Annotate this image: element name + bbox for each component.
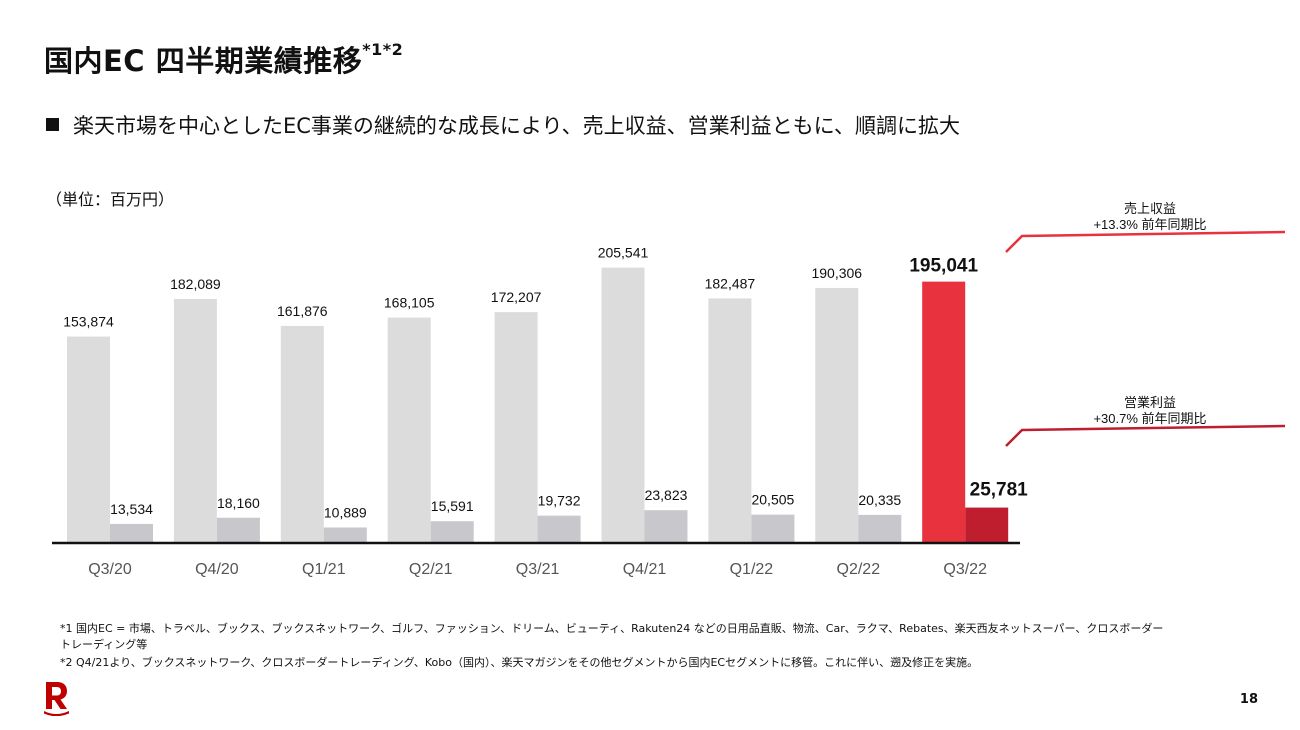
profit-data-label: 20,335 [858,492,901,508]
revenue-data-label: 153,874 [63,314,114,330]
callout-line [1005,424,1286,447]
summary-text: 楽天市場を中心としたEC事業の継続的な成長により、売上収益、営業利益ともに、順調… [73,114,961,138]
revenue-bar [922,281,966,542]
footnote-1: *1 国内EC = 市場、トラベル、ブックス、ブックスネットワーク、ゴルフ、ファ… [60,620,1163,652]
quarterly-bar-chart: 153,874 13,534 Q3/20 182,089 18,160 Q4/20 161,… [52,201,1286,578]
revenue-bar [708,298,752,542]
profit-bar [537,515,581,542]
page-title: 国内EC 四半期業績推移*1*2 [44,38,403,80]
revenue-bar [67,336,110,542]
x-tick-label: Q3/22 [943,561,987,578]
callout-title: 売上収益 [1124,201,1176,216]
callout-title: 営業利益 [1124,395,1176,410]
callout-line [1005,230,1286,253]
profit-data-label: 23,823 [645,487,688,503]
profit-data-label: 10,889 [324,504,367,520]
x-tick-label: Q2/22 [837,561,881,578]
page-number: 18 [1239,692,1258,707]
x-tick-label: Q3/20 [88,561,132,578]
x-tick-label: Q1/22 [730,561,774,578]
x-tick-label: Q4/21 [623,561,667,578]
revenue-bar [494,312,538,542]
profit-data-label: 15,591 [431,498,474,514]
footnote-1-line1: *1 国内EC = 市場、トラベル、ブックス、ブックスネットワーク、ゴルフ、ファ… [60,622,1164,635]
x-tick-label: Q4/20 [195,561,239,578]
revenue-data-label: 168,105 [384,295,435,311]
profit-data-label: 20,505 [751,492,794,508]
callout-growth: +13.3% 前年同期比 [1093,217,1206,232]
footnote-2: *2 Q4/21より、ブックスネットワーク、クロスボーダートレーディング、Kob… [60,656,979,669]
page-title-text: 国内EC 四半期業績推移 [44,44,363,78]
profit-data-label: 25,781 [970,480,1029,501]
profit-bar [216,517,260,542]
profit-bar [110,523,153,542]
profit-bar [751,514,795,542]
unit-label: （単位：百万円） [46,190,175,209]
revenue-data-label: 172,207 [491,289,542,305]
bullet-square-icon [46,118,59,131]
profit-data-label: 18,160 [217,495,260,511]
x-tick-label: Q3/21 [516,561,560,578]
profit-bar [858,514,902,542]
revenue-bar [280,325,324,542]
revenue-data-label: 190,306 [811,265,862,281]
x-tick-label: Q1/21 [302,561,346,578]
revenue-bar [173,298,217,542]
revenue-bar [601,267,645,542]
profit-bar [965,507,1009,542]
revenue-data-label: 195,041 [909,256,978,277]
profit-data-label: 19,732 [538,493,581,509]
rakuten-r-logo-icon [44,682,69,716]
x-tick-label: Q2/21 [409,561,453,578]
profit-bar [323,527,367,542]
revenue-bar [387,317,431,542]
title-footnote-marks: *1*2 [362,40,404,59]
revenue-data-label: 182,487 [705,275,756,291]
profit-bar [644,510,688,542]
revenue-data-label: 205,541 [598,245,649,261]
profit-bar [430,521,474,542]
revenue-data-label: 161,876 [277,303,328,319]
footnote-1-line2: トレーディング等 [60,638,148,651]
revenue-bar [815,287,859,542]
revenue-data-label: 182,089 [170,276,221,292]
summary-bullet: 楽天市場を中心としたEC事業の継続的な成長により、売上収益、営業利益ともに、順調… [46,110,960,140]
callout-growth: +30.7% 前年同期比 [1093,411,1206,426]
profit-data-label: 13,534 [110,501,153,517]
